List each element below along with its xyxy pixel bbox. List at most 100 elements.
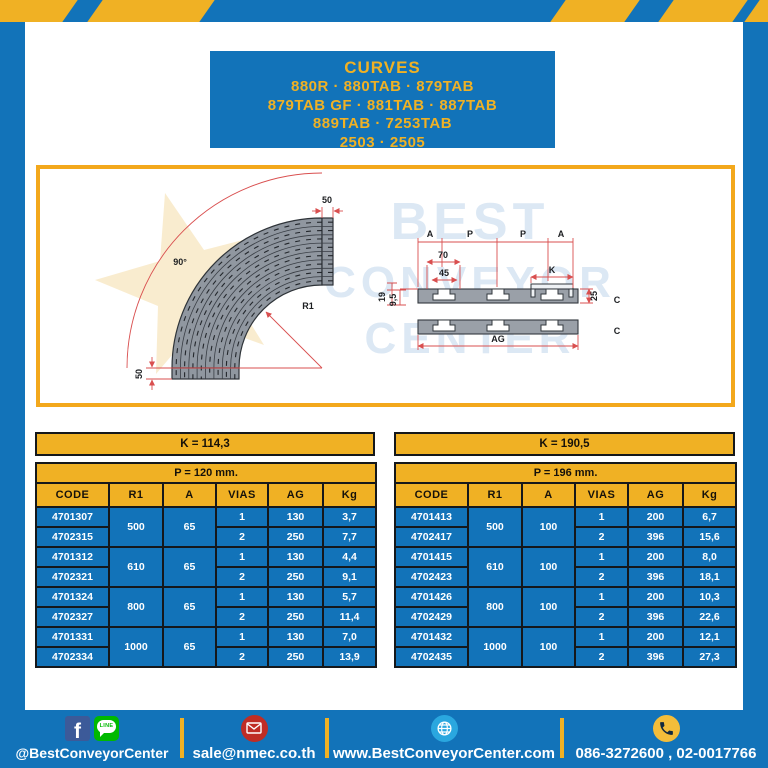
line-label: LINE (99, 723, 114, 729)
cell-ag: 130 (267, 546, 324, 568)
column-header: R1 (108, 482, 164, 508)
footer-email-section[interactable]: sale@nmec.co.th (188, 713, 320, 765)
column-header: VIAS (215, 482, 269, 508)
cell-r1: 1000 (108, 626, 164, 668)
column-header: Kg (321, 482, 378, 508)
footer-website-section[interactable]: www.BestConveyorCenter.com (333, 713, 555, 765)
cell-code: 4701413 (394, 506, 469, 528)
cell-a: 65 (162, 506, 217, 548)
cell-a: 100 (521, 586, 576, 628)
cell-code: 4701307 (35, 506, 110, 528)
cell-kg: 12,1 (681, 626, 738, 648)
cell-ag: 200 (627, 586, 684, 608)
cell-a: 65 (162, 546, 217, 588)
cell-code: 4701432 (394, 626, 469, 648)
column-header: VIAS (574, 482, 629, 508)
table-row: 4701312 610 65 1 130 4,4 (35, 546, 378, 588)
watermark-text: BEST (391, 193, 550, 251)
p-value-bar: P = 120 mm. (34, 462, 378, 484)
website-url[interactable]: www.BestConveyorCenter.com (333, 745, 556, 762)
cell-vias: 1 (574, 546, 629, 568)
cell-ag: 200 (627, 506, 684, 528)
column-header: A (521, 482, 576, 508)
cell-ag: 396 (627, 526, 684, 548)
cell-vias: 2 (574, 646, 629, 668)
cell-ag: 250 (267, 566, 324, 588)
cell-code: 4701312 (35, 546, 110, 568)
dim-ag: AG (491, 334, 505, 344)
hazard-top-bar (0, 0, 768, 22)
table-row: 4701307 500 65 1 130 3,7 (35, 506, 378, 548)
span-label-a2: A (558, 229, 565, 239)
cell-ag: 130 (267, 626, 324, 648)
cell-kg: 15,6 (681, 526, 738, 548)
column-header: CODE (394, 482, 469, 508)
model-line: 2503 · 2505 (339, 133, 426, 151)
p-value-bar: P = 196 mm. (393, 462, 738, 484)
table-row: 4702327 2 250 11,4 (35, 606, 378, 628)
span-label-p2: P (520, 229, 526, 239)
social-handle[interactable]: @BestConveyorCenter (15, 745, 169, 761)
spec-table: P = 120 mm. CODE R1 A VIAS AG Kg 4701307 500 65 1 1… (34, 462, 378, 668)
curve-dimensions (126, 172, 343, 390)
technical-drawing: BEST CONVEYOR CENTER 90° R1 50 50 (95, 172, 621, 390)
cell-vias: 1 (215, 626, 269, 648)
phone-numbers[interactable]: 086-3272600 , 02-0017766 (575, 745, 757, 762)
spec-table-k114: K = 114,3 P = 120 mm. CODE R1 A VIAS AG Kg 4701… (34, 432, 378, 668)
cell-vias: 2 (215, 526, 269, 548)
table-row: 4702429 2 396 22,6 (394, 606, 738, 628)
model-line: 879TAB GF · 881TAB · 887TAB (267, 96, 498, 114)
cell-code: 4702417 (394, 526, 469, 548)
spec-table: P = 196 mm. CODE R1 A VIAS AG Kg 4701413 500 100 1… (393, 462, 738, 668)
cell-kg: 6,7 (681, 506, 738, 528)
cell-vias: 1 (574, 626, 629, 648)
cell-kg: 7,0 (321, 626, 378, 648)
column-header: A (162, 482, 217, 508)
c-label-top: C (614, 295, 621, 305)
cell-r1: 800 (467, 586, 523, 628)
cell-vias: 2 (574, 606, 629, 628)
email-address[interactable]: sale@nmec.co.th (192, 745, 316, 762)
globe-icon[interactable] (430, 714, 458, 742)
email-icon[interactable] (240, 714, 268, 742)
cell-a: 100 (521, 506, 576, 548)
cell-vias: 1 (215, 586, 269, 608)
cell-kg: 3,7 (321, 506, 378, 528)
cell-vias: 2 (215, 646, 269, 668)
cell-ag: 200 (627, 626, 684, 648)
cell-r1: 500 (108, 506, 164, 548)
footer-phone-section[interactable]: 086-3272600 , 02-0017766 (568, 713, 764, 765)
cell-kg: 10,3 (681, 586, 738, 608)
page-title: CURVES (344, 58, 421, 77)
phone-icon[interactable] (652, 714, 680, 742)
cell-r1: 610 (467, 546, 523, 588)
line-icon[interactable]: LINE (94, 715, 119, 741)
table-row: 4702321 2 250 9,1 (35, 566, 378, 588)
radius-label: R1 (302, 301, 314, 311)
cell-vias: 2 (574, 566, 629, 588)
cell-a: 65 (162, 626, 217, 668)
column-header: CODE (35, 482, 110, 508)
dim-9-5: 9,5 (388, 294, 398, 307)
cell-ag: 396 (627, 566, 684, 588)
profile-section (417, 283, 579, 335)
column-header: AG (267, 482, 324, 508)
model-line: 880R · 880TAB · 879TAB (290, 78, 474, 95)
footer-social-section[interactable]: f LINE @BestConveyorCenter (8, 713, 176, 765)
k-value-bar: K = 190,5 (394, 432, 735, 456)
facebook-icon[interactable]: f (65, 715, 90, 741)
dim-50-top: 50 (322, 195, 332, 205)
table-row: 4702423 2 396 18,1 (394, 566, 738, 588)
table-row: 4702334 2 250 13,9 (35, 646, 378, 668)
column-header: R1 (467, 482, 523, 508)
table-row: 4701324 800 65 1 130 5,7 (35, 586, 378, 628)
cell-a: 100 (521, 626, 576, 668)
cell-vias: 2 (215, 606, 269, 628)
table-row: 4701413 500 100 1 200 6,7 (394, 506, 738, 548)
dim-19: 19 (377, 292, 387, 302)
table-row: 4702417 2 396 15,6 (394, 526, 738, 548)
cell-vias: 1 (574, 506, 629, 528)
cell-code: 4701415 (394, 546, 469, 568)
cell-code: 4701324 (35, 586, 110, 608)
hazard-stripe (655, 0, 751, 22)
